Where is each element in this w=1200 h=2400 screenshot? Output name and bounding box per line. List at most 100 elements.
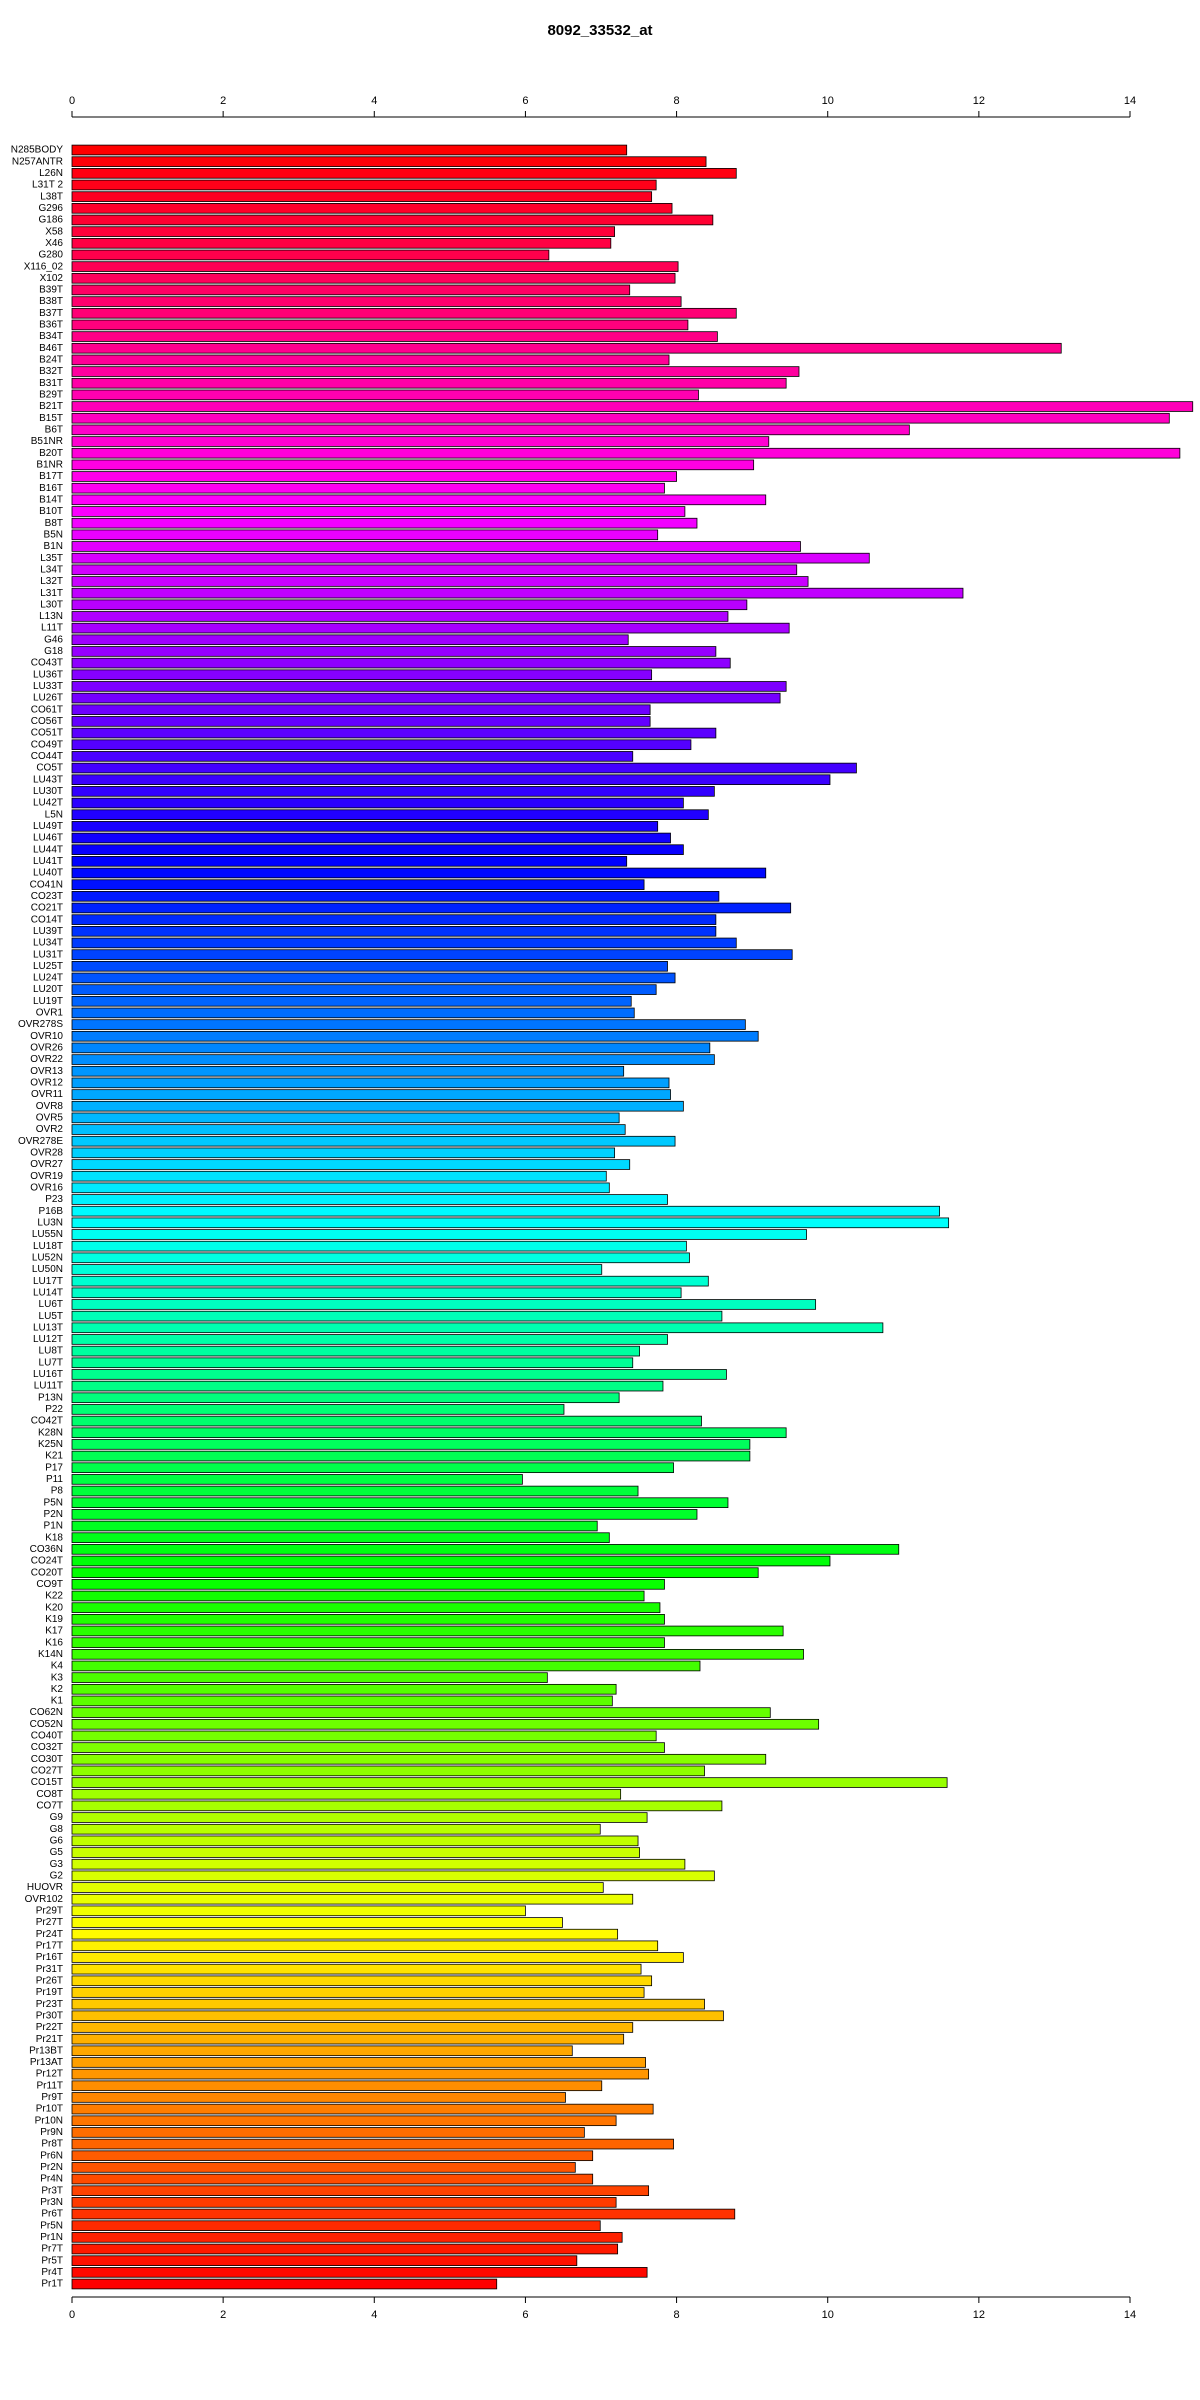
bar xyxy=(71,1065,625,1077)
bar xyxy=(71,471,677,482)
bar xyxy=(71,1532,610,1543)
category-label: L31T xyxy=(40,588,63,599)
category-label: P16B xyxy=(39,1206,64,1217)
bar xyxy=(71,1497,729,1508)
category-label: Pr6N xyxy=(40,2150,63,2161)
category-label: B1N xyxy=(44,541,63,552)
bar xyxy=(71,1602,661,1613)
category-label: OVR11 xyxy=(31,1089,63,1100)
bar xyxy=(71,261,679,272)
category-label: Pr3T xyxy=(41,2185,63,2196)
category-label: LU11T xyxy=(34,1381,63,1392)
category-label: LU49T xyxy=(33,821,63,832)
bar xyxy=(71,1334,668,1345)
category-label: B38T xyxy=(39,296,63,307)
category-label: G296 xyxy=(39,203,64,214)
bar xyxy=(71,1590,645,1602)
bar xyxy=(71,1042,711,1054)
category-label: CO42T xyxy=(31,1416,63,1427)
bar xyxy=(71,1683,617,1695)
category-label: CO27T xyxy=(31,1766,63,1777)
bar xyxy=(71,2267,648,2278)
bar xyxy=(71,797,684,809)
category-label: B17T xyxy=(39,471,63,482)
x-tick-label: 4 xyxy=(371,2309,377,2321)
category-label: CO8T xyxy=(36,1789,63,1800)
category-label: LU41T xyxy=(33,856,63,867)
category-label: OVR13 xyxy=(30,1066,63,1077)
bar xyxy=(71,960,668,972)
bar xyxy=(71,937,737,949)
bar xyxy=(71,1777,948,1788)
bar xyxy=(71,2057,646,2068)
category-label: LU24T xyxy=(33,973,63,984)
category-label: Pr22T xyxy=(36,2022,63,2033)
bar xyxy=(71,2022,634,2033)
bar xyxy=(71,1252,690,1264)
x-tick-label: 0 xyxy=(69,2309,75,2321)
category-label: Pr10T xyxy=(36,2104,63,2115)
category-label: B8T xyxy=(45,518,63,529)
bar xyxy=(71,529,659,541)
category-label: LU18T xyxy=(33,1241,63,1252)
bar xyxy=(71,2115,617,2127)
bar xyxy=(71,995,632,1007)
category-label: CO21T xyxy=(31,903,63,914)
bar xyxy=(71,1054,715,1065)
bar xyxy=(71,249,550,261)
category-label: Pr24T xyxy=(36,1929,63,1940)
category-label: G5 xyxy=(50,1847,64,1858)
bar xyxy=(71,891,720,902)
category-label: LU40T xyxy=(33,868,63,879)
category-label: B20T xyxy=(39,448,63,459)
bar xyxy=(71,1124,626,1135)
bar xyxy=(71,1019,746,1030)
bar xyxy=(71,168,737,179)
bar xyxy=(71,541,801,552)
category-label: LU42T xyxy=(33,798,63,809)
category-label: G9 xyxy=(50,1812,64,1823)
bar xyxy=(71,2185,650,2197)
category-label: P5N xyxy=(44,1497,63,1508)
bar xyxy=(71,1812,648,1823)
category-label: K28N xyxy=(38,1427,63,1438)
category-label: LU46T xyxy=(33,833,63,844)
bar xyxy=(71,669,653,681)
bar xyxy=(71,436,770,447)
bar xyxy=(71,867,767,879)
category-label: CO30T xyxy=(31,1754,63,1765)
bar xyxy=(71,144,628,156)
bar xyxy=(71,412,1170,424)
bar xyxy=(71,1858,686,1870)
category-label: LU26T xyxy=(33,693,63,704)
category-label: LU19T xyxy=(33,996,63,1007)
category-label: LU14T xyxy=(33,1287,63,1298)
category-label: OVR10 xyxy=(30,1031,63,1042)
bar xyxy=(71,226,616,237)
category-label: OVR19 xyxy=(30,1171,63,1182)
category-label: CO23T xyxy=(31,891,63,902)
bar xyxy=(71,926,717,937)
category-label: LU36T xyxy=(33,669,63,680)
category-label: P17 xyxy=(45,1462,63,1473)
category-label: L32T xyxy=(40,576,63,587)
category-label: OVR28 xyxy=(30,1148,63,1159)
bar xyxy=(71,984,657,995)
category-label: B39T xyxy=(39,285,63,296)
bar xyxy=(71,203,673,214)
category-label: OVR26 xyxy=(30,1043,63,1054)
bar xyxy=(71,1135,676,1147)
bar xyxy=(71,2197,617,2208)
category-label: B15T xyxy=(39,413,63,424)
category-label: P2N xyxy=(44,1509,63,1520)
category-label: LU30T xyxy=(33,786,63,797)
bar xyxy=(71,1963,642,1975)
category-label: LU7T xyxy=(39,1357,63,1368)
category-label: CO5T xyxy=(36,763,63,774)
category-label: G186 xyxy=(39,215,64,226)
category-label: LU20T xyxy=(33,984,63,995)
category-label: B24T xyxy=(39,355,63,366)
bar xyxy=(71,1089,671,1100)
category-label: OVR16 xyxy=(30,1182,63,1193)
